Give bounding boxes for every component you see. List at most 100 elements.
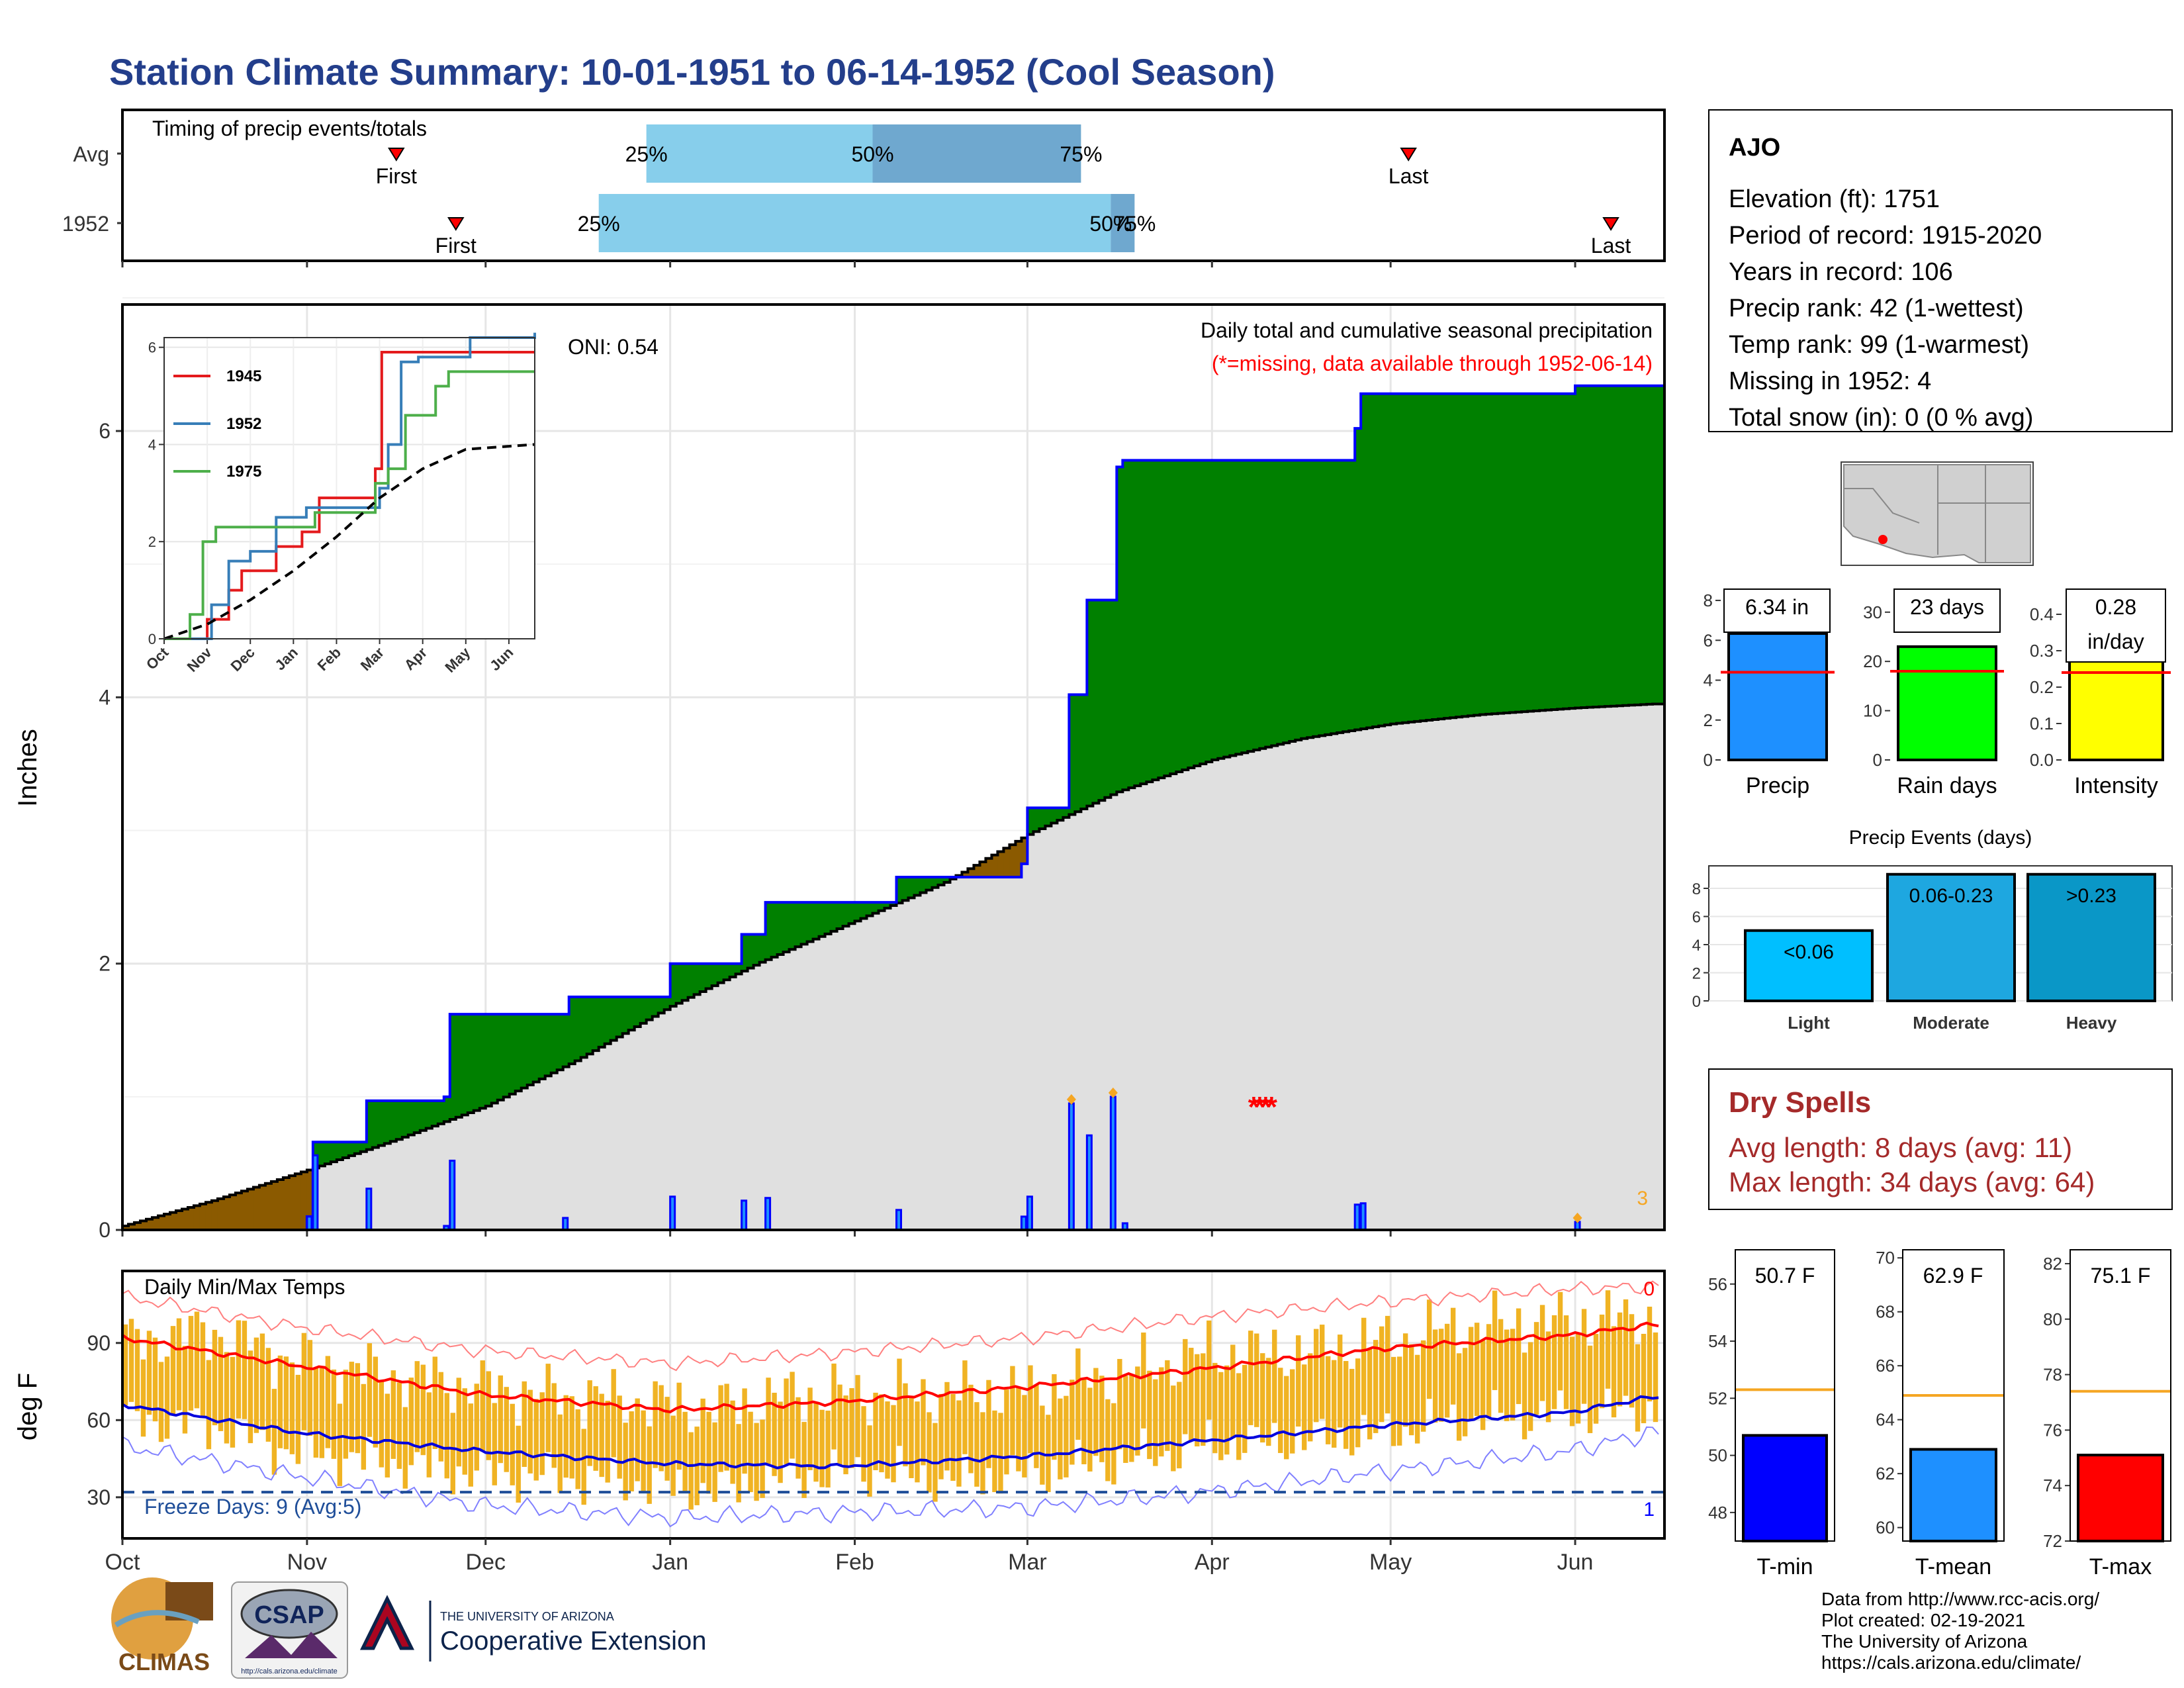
precip-chart-subtitle: (*=missing, data available through 1952-…: [1212, 352, 1653, 375]
surplus-column: [1504, 393, 1510, 714]
surplus-column: [837, 902, 844, 929]
daily-temp-bar: [1575, 1333, 1581, 1424]
t-max-frame: [2070, 1249, 2171, 1542]
daily-temp-bar: [527, 1389, 533, 1474]
dry-spells-avg: Avg length: 8 days (avg: 11): [1729, 1132, 2072, 1163]
page-title: Station Climate Summary: 10-01-1951 to 0…: [109, 51, 1275, 93]
daily-temp-bar: [265, 1348, 271, 1442]
deficit-column: [295, 1174, 302, 1230]
surplus-column: [485, 1014, 492, 1106]
surplus-column: [896, 876, 903, 904]
daily-temp-bar: [1314, 1329, 1319, 1423]
daily-temp-bar: [1480, 1340, 1486, 1430]
month-tick-label: May: [1369, 1550, 1412, 1575]
daily-temp-bar: [1308, 1353, 1313, 1442]
t-min-frame: [1735, 1249, 1835, 1542]
surplus-column: [1194, 460, 1201, 766]
surplus-column: [580, 996, 588, 1058]
precip-events-bar: [2026, 872, 2156, 1002]
surplus-column: [545, 1014, 552, 1076]
surplus-column: [1516, 393, 1522, 712]
freeze-days-label: Freeze Days: 9 (Avg:5): [144, 1495, 361, 1519]
surplus-column: [1045, 808, 1052, 826]
deficit-column: [122, 1225, 129, 1230]
daily-temp-bar: [1052, 1374, 1057, 1460]
surplus-column: [735, 963, 743, 974]
daily-temp-bar: [921, 1379, 926, 1466]
surplus-column: [1301, 460, 1308, 739]
daily-temp-bar: [1272, 1329, 1277, 1423]
t-max-y-tick-label: 74: [2043, 1476, 2062, 1495]
missing-markers: ****: [1248, 1091, 1278, 1123]
normal-area: [122, 704, 1664, 1230]
surplus-column: [437, 1100, 445, 1124]
station-line: Temp rank: 99 (1-warmest): [1729, 331, 2029, 359]
deficit-column: [289, 1176, 296, 1230]
rain-days-y-tick-label: 10: [1863, 701, 1882, 721]
daily-temp-bar: [807, 1387, 813, 1470]
precip-events-y-tick-label: 0: [1692, 993, 1701, 1011]
daily-precip-bar: [1020, 1215, 1027, 1231]
surplus-column: [1134, 460, 1141, 786]
t-max-y-tick-label: 82: [2043, 1254, 2062, 1274]
surplus-column: [1527, 393, 1534, 712]
daily-temp-bar: [1099, 1376, 1105, 1462]
timing-first-marker: [447, 217, 465, 231]
daily-temp-bar: [1611, 1326, 1617, 1418]
surplus-column: [318, 1142, 326, 1166]
timing-row-label: 1952: [62, 212, 109, 236]
daily-temp-bar: [140, 1359, 146, 1437]
timing-row-label: Avg: [73, 142, 109, 166]
surplus-column: [831, 902, 838, 931]
daily-temp-bar: [444, 1393, 449, 1479]
t-min-y-tick-label: 54: [1708, 1331, 1727, 1351]
surplus-column: [1212, 460, 1218, 760]
precip-chart-title: Daily total and cumulative seasonal prec…: [1201, 318, 1653, 342]
surplus-column: [872, 902, 880, 914]
daily-temp-bar: [522, 1381, 527, 1468]
surplus-column: [563, 1014, 570, 1067]
daily-temp-bar: [134, 1329, 140, 1411]
surplus-column: [723, 963, 731, 980]
daily-temp-bar: [1599, 1314, 1605, 1409]
daily-temp-bar: [1123, 1376, 1128, 1463]
timing-bar-25-50: [598, 194, 1111, 252]
surplus-column: [1152, 460, 1159, 780]
daily-temp-bar: [831, 1363, 837, 1450]
daily-temp-bar: [122, 1324, 128, 1405]
surplus-column: [1492, 393, 1498, 714]
daily-temp-bar: [492, 1403, 497, 1485]
daily-temp-bar: [498, 1375, 503, 1464]
precip-events-bar-label: >0.23: [2066, 885, 2116, 907]
surplus-column: [372, 1100, 379, 1148]
station-line: Total snow (in): 0 (0 % avg): [1729, 404, 2033, 432]
surplus-column: [926, 876, 933, 890]
surplus-column: [1641, 385, 1647, 705]
daily-temp-bar: [664, 1397, 670, 1481]
surplus-column: [1563, 393, 1570, 709]
surplus-column: [1390, 393, 1397, 724]
surplus-column: [1349, 460, 1355, 731]
timing-label: Timing of precip events/totals: [152, 117, 427, 140]
daily-temp-bar: [1373, 1340, 1379, 1433]
month-tick-label: Jan: [652, 1550, 688, 1575]
surplus-column: [1587, 385, 1594, 708]
surplus-column: [634, 996, 641, 1027]
daily-temp-bar: [420, 1364, 426, 1456]
daily-temp-bar: [992, 1410, 997, 1493]
deficit-column: [974, 865, 981, 877]
daily-temp-bar: [1332, 1360, 1337, 1448]
precip-events-category-label: Moderate: [1913, 1013, 1989, 1033]
daily-temp-bar: [474, 1383, 479, 1471]
surplus-column: [1081, 694, 1087, 809]
daily-temp-bar: [1498, 1319, 1504, 1413]
daily-temp-bar: [1236, 1373, 1242, 1460]
surplus-column: [1408, 393, 1415, 722]
surplus-column: [890, 902, 897, 906]
daily-temp-bar: [1414, 1354, 1420, 1444]
timing-first-label: First: [376, 164, 417, 188]
daily-temp-bar: [242, 1321, 248, 1419]
timing-last-marker: [1400, 148, 1417, 162]
observed-cumulative-line: [122, 384, 1664, 1231]
